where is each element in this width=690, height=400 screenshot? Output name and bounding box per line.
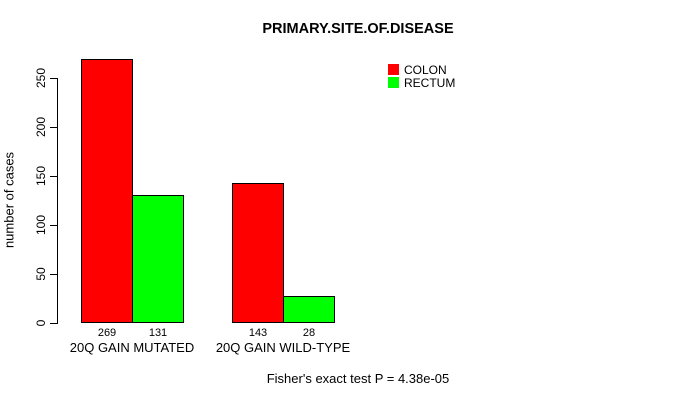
bar-colon-group2 [232,183,284,323]
y-axis-tick [50,127,57,128]
bar-value-label: 28 [302,327,316,339]
legend-label: RECTUM [404,75,456,90]
group-label-2: 20Q GAIN WILD-TYPE [215,340,351,355]
y-axis-tick [50,323,57,324]
legend-swatch-colon [388,64,399,75]
y-axis-tick-label: 200 [34,116,48,138]
bar-value-label: 269 [97,327,117,339]
y-axis-line [57,78,58,324]
y-axis-tick-label: 150 [34,165,48,187]
chart-title: PRIMARY.SITE.OF.DISEASE [262,21,454,37]
caption-fishers-test: Fisher's exact test P = 4.38e-05 [266,371,450,386]
bar-value-label: 143 [248,327,268,339]
y-axis-tick-label: 100 [34,214,48,236]
y-axis-tick [50,176,57,177]
y-axis-tick [50,78,57,79]
group-label-1: 20Q GAIN MUTATED [69,340,195,355]
y-axis-tick-label: 0 [34,319,48,327]
bar-rectum-group2 [283,296,335,323]
y-axis-tick [50,225,57,226]
y-axis-tick-label: 250 [34,67,48,89]
y-axis-label: number of cases [1,151,17,249]
bar-colon-group1 [81,59,133,323]
y-axis-tick-label: 50 [34,267,48,281]
legend-swatch-rectum [388,77,399,88]
bar-rectum-group1 [132,195,184,323]
legend: COLON RECTUM [388,62,456,90]
bar-value-label: 131 [148,327,168,339]
legend-label: COLON [404,62,447,77]
legend-entry-colon: COLON [388,62,455,77]
legend-entry-rectum: RECTUM [388,75,456,90]
y-axis-tick [50,274,57,275]
